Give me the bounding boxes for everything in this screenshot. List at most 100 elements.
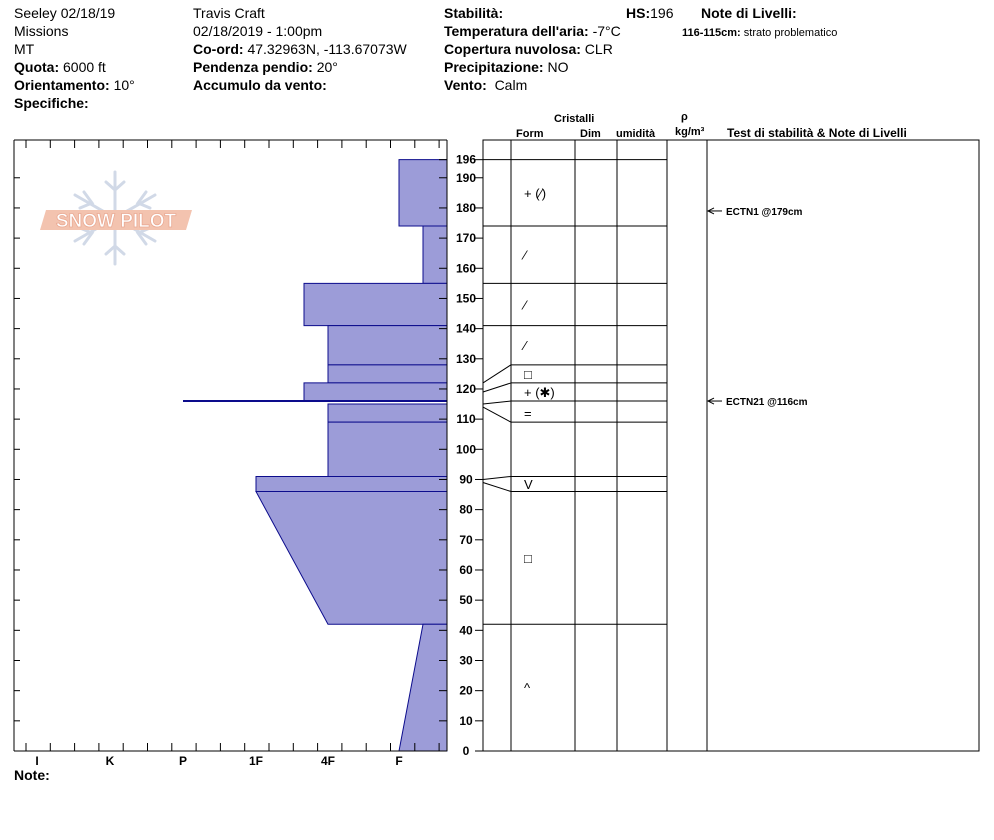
hardness-tick-label: 1F [249, 754, 263, 768]
stability-test-arrowhead [706, 207, 715, 215]
air-temp-row: Temperatura dell'aria: -7°C [444, 23, 621, 39]
depth-tick-label: 110 [456, 412, 476, 426]
hardness-layer-bar [327, 325, 448, 366]
layer-note-range: 116-115cm: [682, 27, 741, 39]
coord-value: 47.32963N, -113.67073W [247, 41, 407, 57]
layer-boundary-connector [482, 406, 512, 423]
slope-value: 20° [316, 59, 338, 75]
layer-boundary-connector [482, 364, 512, 384]
hs-label: HS: [626, 5, 651, 21]
depth-tick-label: 180 [456, 201, 476, 215]
depth-tick-label: 190 [456, 171, 476, 185]
hardness-layer-bar [327, 421, 448, 477]
depth-tick-label: 80 [459, 503, 473, 517]
slope-row: Pendenza pendio: 20° [193, 59, 338, 75]
observer-name: Travis Craft [193, 5, 265, 21]
layer-notes-title: Note di Livelli: [701, 5, 797, 21]
hardness-tick-label: F [395, 754, 402, 768]
depth-tick-label: 60 [459, 563, 473, 577]
state-name: MT [14, 41, 35, 57]
hardness-layer-bar [327, 364, 448, 384]
form-header: Form [516, 128, 544, 140]
crystal-form-symbol: ⁄ [521, 338, 528, 353]
hardness-layer-bar [255, 491, 448, 625]
depth-tick-label: 196 [456, 153, 476, 167]
wind-row: Vento: Calm [444, 77, 527, 93]
depth-tick-label: 10 [459, 714, 473, 728]
stability-label: Stabilità: [444, 5, 504, 21]
layer-boundary-connector [482, 400, 512, 405]
crystal-form-symbol: V [524, 477, 533, 492]
depth-tick-label: 140 [456, 322, 476, 336]
layer-note-row: 116-115cm: strato problematico [682, 25, 837, 41]
aspect-row: Orientamento: 10° [14, 77, 135, 93]
precip-label: Precipitazione: [444, 59, 544, 75]
precip-value: NO [547, 59, 569, 75]
logo-text: SNOW PILOT [56, 211, 177, 232]
hs-value: 196 [650, 5, 674, 21]
stability-test-arrowhead [706, 397, 715, 405]
depth-tick-label: 150 [456, 291, 476, 305]
hardness-layer-bar [422, 225, 448, 284]
stability-test-label: ECTN1 @179cm [726, 207, 803, 218]
sky-label: Copertura nuvolosa: [444, 41, 581, 57]
snowpilot-logo: SNOW PILOT [40, 170, 192, 266]
moisture-header: umidità [616, 128, 656, 140]
observation-datetime: 02/18/2019 - 1:00pm [193, 23, 323, 39]
depth-tick-label: 0 [463, 744, 470, 758]
stability-notes-header: Test di stabilità & Note di Livelli [727, 126, 907, 140]
coord-row: Co-ord: 47.32963N, -113.67073W [193, 41, 407, 57]
crystal-form-symbol: + (⁄) [524, 186, 546, 201]
layer-note-text: strato problematico [743, 27, 838, 39]
layer-boundary-connector [482, 382, 512, 393]
depth-tick-label: 130 [456, 352, 476, 366]
sky-value: CLR [584, 41, 613, 57]
layer-boundary-connector [482, 475, 512, 480]
wind-value: Calm [494, 77, 528, 93]
hs-row: HS:196 [626, 5, 673, 21]
hardness-layer-bar [303, 382, 448, 402]
depth-tick-label: 90 [459, 472, 473, 486]
sky-row: Copertura nuvolosa: CLR [444, 41, 613, 57]
size-header: Dim [580, 128, 601, 140]
wind-loading-label: Accumulo da vento: [193, 77, 327, 93]
elevation-label: Quota: [14, 59, 60, 75]
air-temp-value: -7°C [592, 23, 621, 39]
depth-tick-label: 50 [459, 593, 473, 607]
crystal-form-symbol: ⁄ [521, 297, 528, 312]
depth-tick-label: 40 [459, 623, 473, 637]
stability-test-label: ECTN21 @116cm [726, 397, 808, 408]
depth-tick-label: 20 [459, 684, 473, 698]
hardness-layer-bar [327, 403, 448, 423]
depth-tick-label: 100 [456, 442, 476, 456]
elevation-value: 6000 ft [63, 59, 106, 75]
density-symbol: ρ [681, 111, 688, 123]
wind-label: Vento: [444, 77, 487, 93]
aspect-label: Orientamento: [14, 77, 110, 93]
crystal-form-symbol: ^ [524, 681, 531, 696]
depth-tick-label: 120 [456, 382, 476, 396]
air-temp-label: Temperatura dell'aria: [444, 23, 589, 39]
site-name: Seeley 02/18/19 [14, 5, 116, 21]
specifics-label: Specifiche: [14, 95, 89, 111]
hardness-layer-bar [255, 475, 448, 493]
elevation-row: Quota: 6000 ft [14, 59, 106, 75]
layer-boundary-connector [482, 482, 512, 493]
crystal-form-symbol: □ [524, 551, 532, 566]
notes-label: Note: [14, 767, 50, 783]
crystal-form-symbol: + (✱) [524, 385, 555, 400]
range-name: Missions [14, 23, 69, 39]
hardness-tick-label: 4F [321, 754, 335, 768]
hardness-layer-bar [398, 159, 448, 227]
coord-label: Co-ord: [193, 41, 244, 57]
depth-tick-label: 170 [456, 231, 476, 245]
depth-tick-label: 160 [456, 261, 476, 275]
hardness-layer-bar [303, 282, 448, 327]
hardness-tick-label: P [179, 754, 187, 768]
crystal-form-symbol: □ [524, 367, 532, 382]
crystal-form-symbol: = [524, 406, 532, 421]
density-unit: kg/m³ [675, 126, 705, 138]
crystals-header: Cristalli [554, 113, 595, 125]
depth-tick-label: 70 [459, 533, 473, 547]
